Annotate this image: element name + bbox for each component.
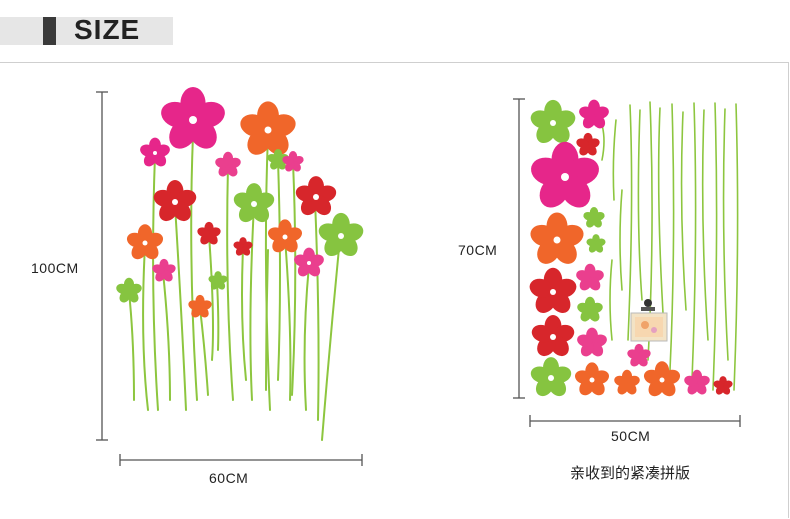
- content-frame: [0, 62, 789, 518]
- right-flowers: [527, 99, 734, 400]
- compact-layout-caption: 亲收到的紧凑拼版: [570, 464, 691, 482]
- header-bar: [0, 17, 173, 45]
- left-width-dimension-line: [119, 454, 363, 466]
- left-width-label: 60CM: [209, 470, 249, 486]
- left-flowers: [114, 87, 366, 320]
- page-title: SIZE: [74, 14, 141, 45]
- left-flower-stems: [128, 134, 341, 441]
- header-accent-block: [43, 17, 56, 45]
- right-width-dimension-line: [529, 415, 741, 427]
- right-height-dimension-line: [513, 98, 525, 399]
- right-height-label: 70CM: [458, 242, 498, 258]
- left-height-label: 100CM: [31, 260, 79, 276]
- left-height-dimension-line: [96, 91, 108, 441]
- package-thumbnail: [630, 299, 668, 342]
- right-grass-strands: [601, 101, 739, 391]
- right-width-label: 50CM: [611, 428, 651, 444]
